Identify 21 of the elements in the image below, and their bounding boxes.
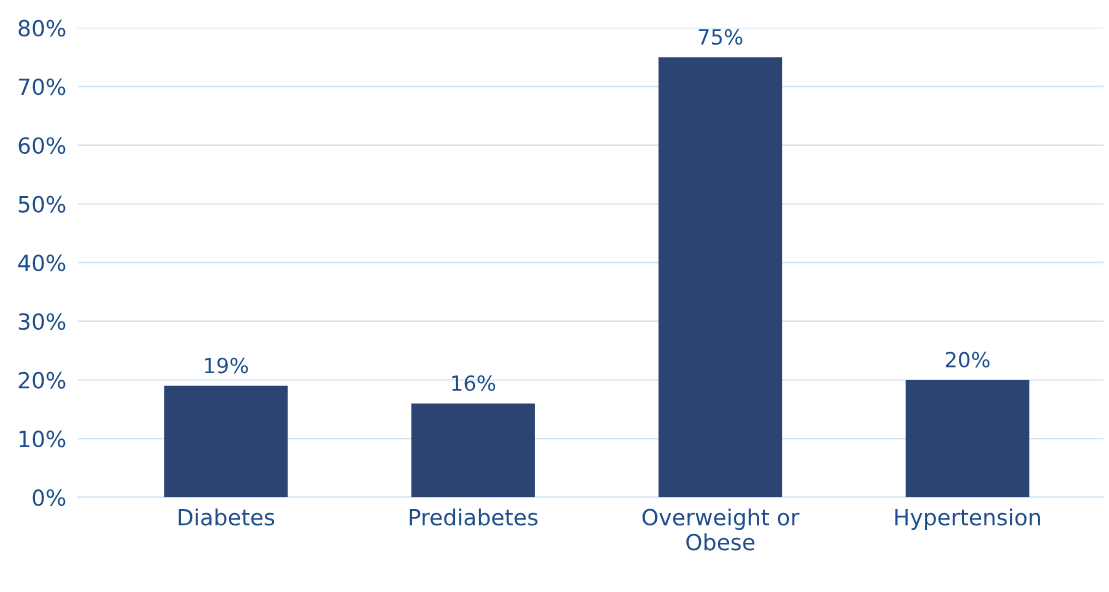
y-tick-label: 10% [19,430,66,448]
y-tick-label: 30% [18,313,66,330]
x-tick-label: Overweight or Obese [642,508,800,551]
data-label: 16% [452,375,496,392]
data-label: 20% [945,351,990,368]
x-tick-label: Diabetes [178,508,275,526]
y-tick-label: 80% [18,19,66,37]
y-tick-label: 20% [18,371,66,389]
y-tick-label: 40% [18,254,66,272]
bar [164,385,288,498]
bar [658,57,783,498]
y-tick-label: 60% [18,137,66,154]
y-tick-label: 50% [18,195,66,213]
x-tick-label: Prediabetes [409,508,538,526]
data-label: 75% [698,29,743,45]
bar [411,403,535,498]
bar [905,379,1030,498]
y-tick-label: 0% [32,489,66,507]
data-label: 19% [205,357,248,374]
y-tick-label: 70% [18,78,66,96]
x-tick-label: Hypertension [895,508,1040,530]
